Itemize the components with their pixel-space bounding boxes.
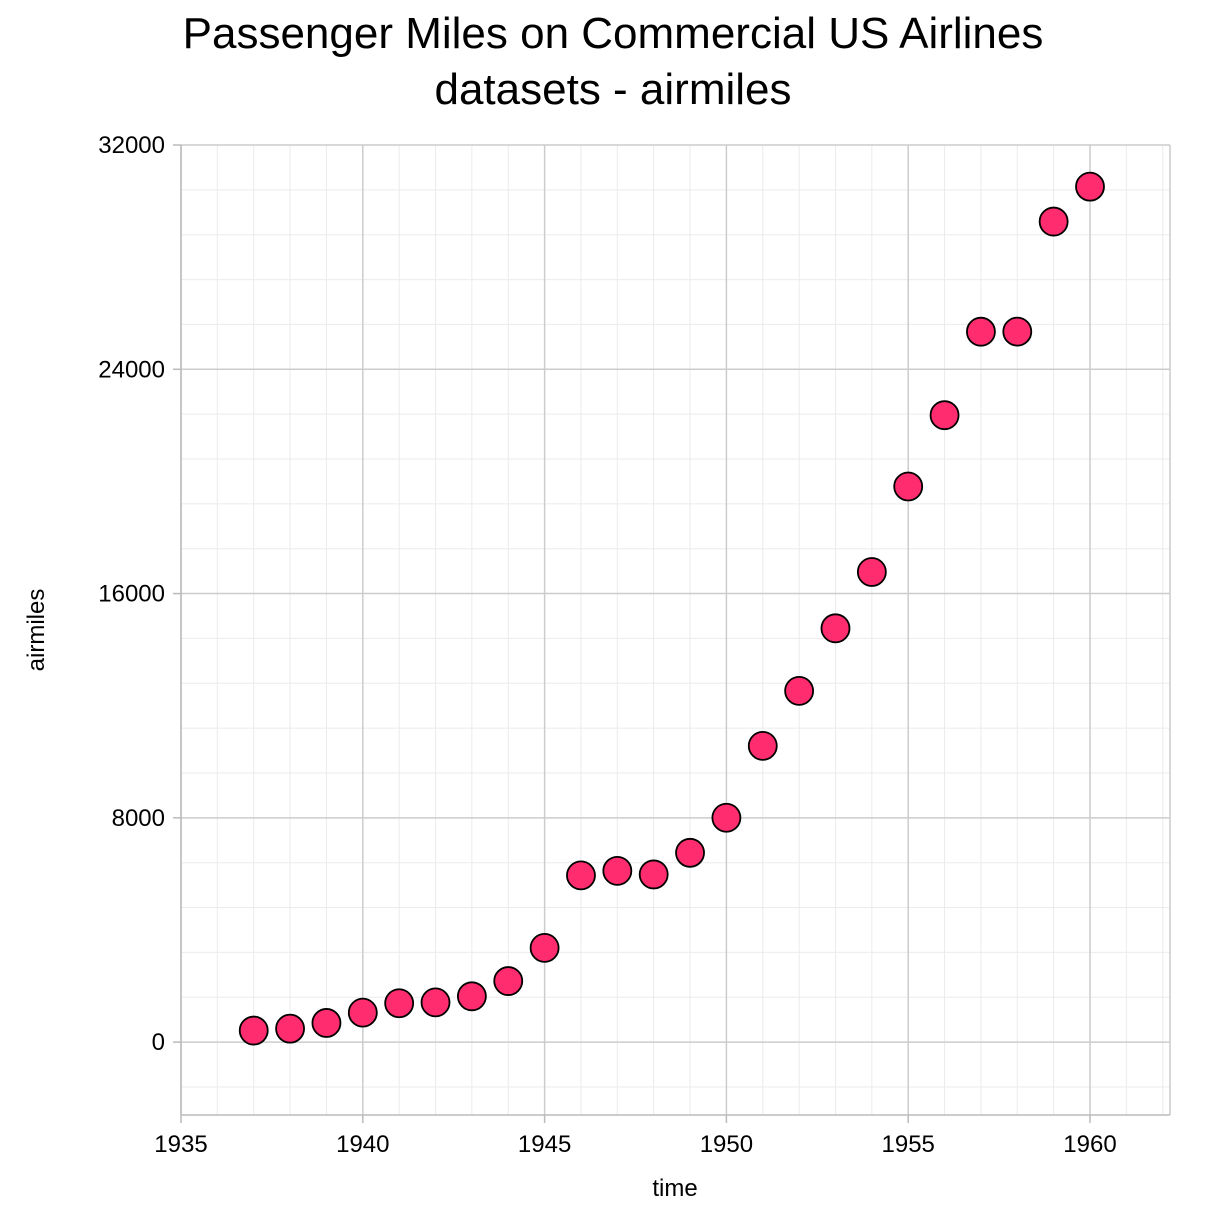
data-point [929,400,960,431]
minor-grid [181,145,1170,1115]
y-tick-label: 24000 [98,356,165,383]
x-tick-label: 1960 [1063,1131,1116,1158]
y-tick-label: 8000 [112,805,165,832]
major-grid [180,144,1171,1115]
data-point [711,802,742,833]
data-point [602,855,633,886]
data-point [784,675,815,706]
data-point [566,860,596,891]
data-point [1038,206,1069,237]
data-points [238,171,1105,1046]
x-tick-label: 1940 [336,1131,389,1158]
axes [180,145,1170,1116]
data-point [1002,316,1033,347]
data-point [747,730,778,761]
data-point [493,966,524,996]
y-tick-label: 0 [152,1029,165,1056]
data-point [275,1013,305,1044]
data-point [384,988,415,1019]
data-point [311,1008,342,1038]
x-tick-label: 1955 [882,1131,935,1158]
chart-subtitle: datasets - airmiles [434,65,792,114]
data-point [820,613,851,644]
y-axis-title: airmiles [23,589,50,672]
data-point [893,471,924,502]
y-tick-label: 16000 [98,581,165,608]
x-tick-label: 1945 [518,1131,571,1158]
data-point [675,837,705,868]
data-point [1075,171,1105,202]
x-tick-label: 1950 [700,1131,753,1158]
x-tick-label: 1935 [154,1131,207,1158]
data-point [529,932,560,963]
data-point [420,987,451,1018]
data-point [856,557,887,587]
x-axis-ticks: 1935 1940 1945 1950 1955 1960 [154,1115,1117,1158]
x-axis-title: time [652,1175,697,1202]
data-point [456,981,487,1012]
y-tick-label: 32000 [98,132,165,159]
chart-title: Passenger Miles on Commercial US Airline… [182,9,1044,58]
data-point [238,1015,269,1046]
data-point [966,316,996,347]
data-point [638,859,669,890]
y-axis-ticks: 0 8000 16000 24000 32000 [98,132,181,1056]
data-point [347,997,378,1028]
